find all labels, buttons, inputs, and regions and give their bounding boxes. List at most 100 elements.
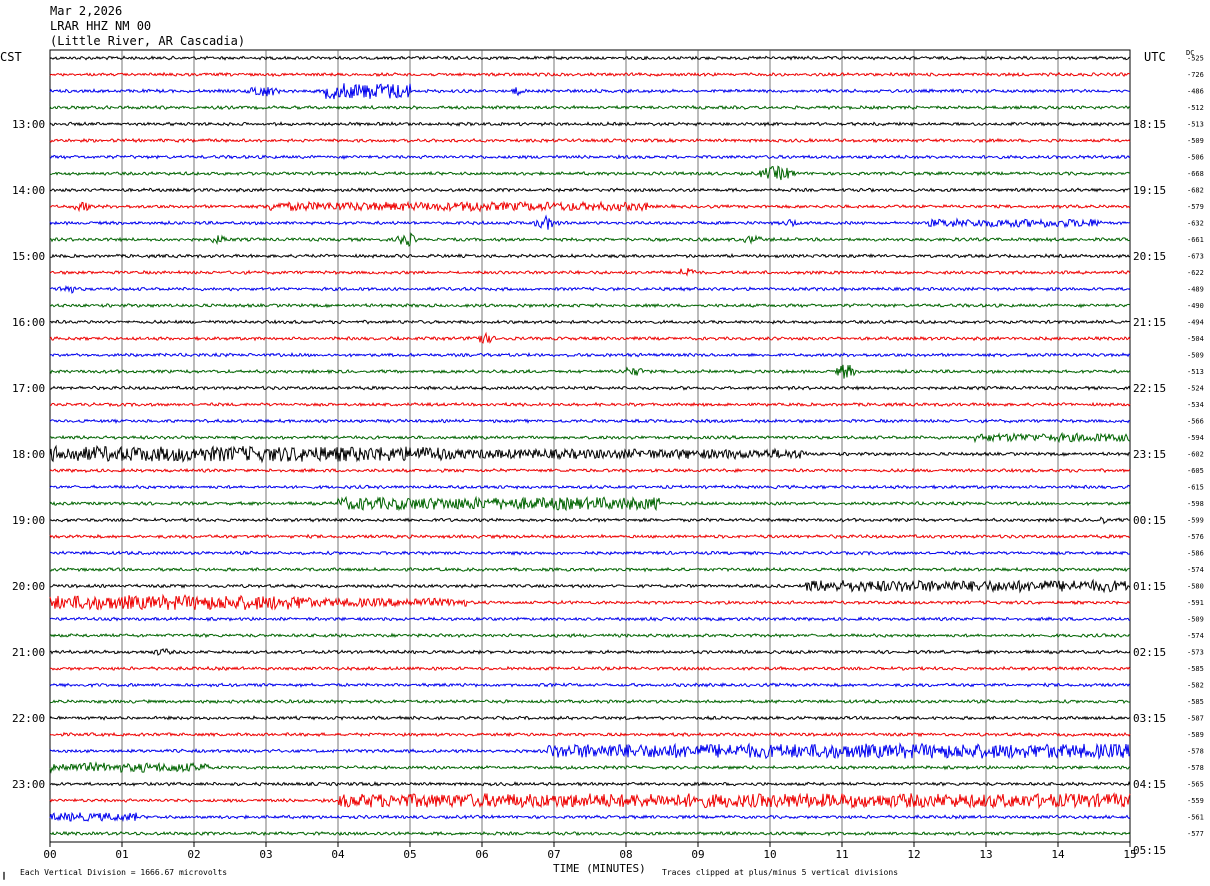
x-tick-label: 13 — [979, 848, 992, 861]
seismic-trace — [49, 550, 1131, 556]
grid-lines — [49, 49, 1131, 843]
seismic-traces — [49, 55, 1131, 837]
corner-mark: ∥ — [2, 871, 6, 880]
dc-offset-label: -574 — [1187, 632, 1204, 640]
seismic-trace — [49, 319, 1131, 325]
x-tick-label: 03 — [259, 848, 272, 861]
dc-offset-label: -580 — [1187, 583, 1204, 591]
seismic-trace — [49, 232, 1131, 247]
dc-offset-label: -509 — [1187, 616, 1204, 624]
dc-offset-label: -622 — [1187, 269, 1204, 277]
dc-offset-label: -490 — [1187, 302, 1204, 310]
seismic-trace — [49, 268, 1131, 277]
x-tick-label: 12 — [907, 848, 920, 861]
seismic-trace — [49, 431, 1131, 444]
dc-offset-label: -578 — [1187, 748, 1204, 756]
dc-offset-label: -598 — [1187, 500, 1204, 508]
right-hour-label: 20:15 — [1133, 250, 1166, 263]
seismic-trace — [49, 616, 1131, 622]
left-timezone-label: CST — [0, 50, 22, 64]
seismic-trace — [49, 444, 1131, 464]
right-timezone-label: UTC — [1144, 50, 1166, 64]
left-hour-label: 23:00 — [12, 778, 45, 791]
x-tick-label: 15 — [1123, 848, 1136, 861]
x-tick-label: 07 — [547, 848, 560, 861]
dc-offset-label: -494 — [1187, 319, 1204, 327]
dc-offset-label: -726 — [1187, 71, 1204, 79]
seismic-trace — [49, 593, 1131, 611]
seismic-trace — [49, 331, 1131, 344]
seismic-trace — [49, 533, 1131, 540]
seismic-trace — [49, 742, 1131, 760]
seismic-trace — [49, 71, 1131, 78]
seismic-trace — [49, 495, 1131, 512]
seismic-trace — [49, 761, 1131, 774]
left-hour-label: 20:00 — [12, 580, 45, 593]
x-tick-label: 00 — [43, 848, 56, 861]
dc-offset-label: -668 — [1187, 170, 1204, 178]
x-tick-label: 11 — [835, 848, 848, 861]
seismic-trace — [49, 418, 1131, 424]
scale-note: Each Vertical Division = 1666.67 microvo… — [20, 868, 228, 877]
dc-offset-label: -561 — [1187, 814, 1204, 822]
seismic-trace — [49, 187, 1131, 193]
axis-labels: -525 -726 -486 -512 -513 -509 -506 -668 -682 -579… — [12, 55, 1204, 862]
x-tick-label: 06 — [475, 848, 488, 861]
clip-note: Traces clipped at plus/minus 5 vertical … — [662, 868, 899, 877]
dc-offset-label: -565 — [1187, 781, 1204, 789]
seismic-trace — [49, 165, 1131, 181]
seismic-trace — [49, 682, 1131, 688]
right-hour-label: 22:15 — [1133, 382, 1166, 395]
seismic-trace — [49, 214, 1131, 230]
dc-offset-label: -661 — [1187, 236, 1204, 244]
x-tick-label: 01 — [115, 848, 128, 861]
seismic-trace — [49, 385, 1131, 391]
dc-offset-label: -594 — [1187, 434, 1204, 442]
dc-offset-label: -566 — [1187, 418, 1204, 426]
seismic-trace — [49, 253, 1131, 259]
dc-header-label: DC — [1186, 49, 1195, 57]
dc-offset-label: -504 — [1187, 335, 1204, 343]
seismic-trace — [49, 121, 1131, 128]
location-label: (Little River, AR Cascadia) — [50, 34, 246, 48]
seismic-trace — [49, 632, 1131, 639]
dc-offset-label: -513 — [1187, 368, 1204, 376]
date-label: Mar 2,2026 — [50, 4, 123, 18]
dc-offset-label: -525 — [1187, 55, 1204, 63]
seismic-trace — [49, 791, 1131, 810]
dc-offset-label: -673 — [1187, 253, 1204, 261]
dc-offset-label: -589 — [1187, 731, 1204, 739]
dc-offset-label: -599 — [1187, 517, 1204, 525]
dc-offset-label: -524 — [1187, 385, 1204, 393]
dc-offset-label: -509 — [1187, 137, 1204, 145]
dc-offset-label: -512 — [1187, 104, 1204, 112]
dc-offset-label: -573 — [1187, 649, 1204, 657]
seismic-trace — [49, 731, 1131, 738]
dc-offset-label: -602 — [1187, 451, 1204, 459]
seismic-trace — [49, 566, 1130, 573]
seismic-trace — [49, 104, 1131, 111]
dc-offset-label: -632 — [1187, 220, 1204, 228]
seismic-trace — [49, 830, 1131, 837]
seismic-trace — [49, 401, 1131, 408]
seismic-trace — [49, 200, 1131, 213]
dc-offset-label: -577 — [1187, 830, 1204, 838]
seismic-trace — [49, 154, 1131, 160]
seismic-trace — [49, 467, 1131, 474]
right-hour-label: 00:15 — [1133, 514, 1166, 527]
right-hour-label: 04:15 — [1133, 778, 1166, 791]
seismic-trace — [49, 483, 1131, 490]
dc-offset-label: -587 — [1187, 715, 1204, 723]
right-hour-label: 02:15 — [1133, 646, 1166, 659]
x-tick-label: 04 — [331, 848, 345, 861]
dc-offset-label: -615 — [1187, 484, 1204, 492]
dc-offset-label: -509 — [1187, 352, 1204, 360]
dc-offset-label: -576 — [1187, 533, 1204, 541]
right-hour-label: 21:15 — [1133, 316, 1166, 329]
seismic-trace — [49, 665, 1131, 672]
seismic-trace — [49, 578, 1131, 594]
dc-offset-label: -585 — [1187, 698, 1204, 706]
dc-offset-label: -574 — [1187, 566, 1204, 574]
right-hour-label: 01:15 — [1133, 580, 1166, 593]
seismic-trace — [49, 811, 1131, 823]
